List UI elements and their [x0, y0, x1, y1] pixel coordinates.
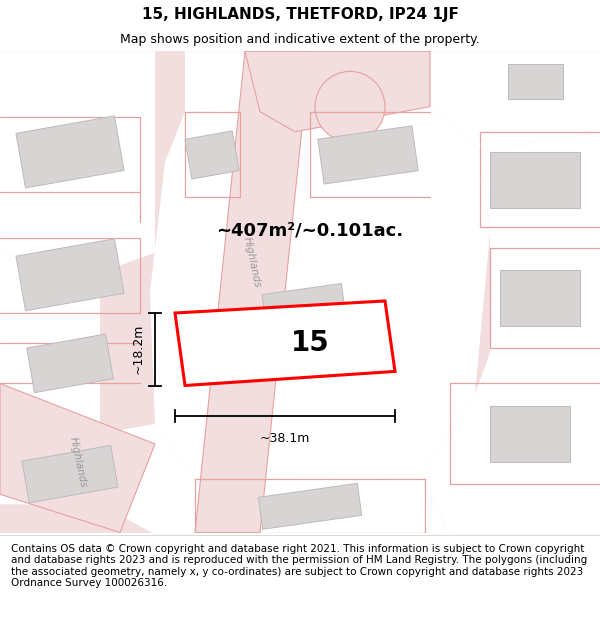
Polygon shape: [430, 51, 600, 152]
Polygon shape: [0, 51, 155, 272]
Polygon shape: [0, 253, 100, 504]
Text: 15: 15: [290, 329, 329, 357]
Polygon shape: [420, 353, 600, 534]
Polygon shape: [195, 51, 310, 532]
Polygon shape: [175, 301, 395, 386]
Polygon shape: [150, 107, 490, 479]
Text: 15, HIGHLANDS, THETFORD, IP24 1JF: 15, HIGHLANDS, THETFORD, IP24 1JF: [142, 7, 458, 22]
Polygon shape: [500, 270, 580, 326]
Polygon shape: [185, 51, 430, 112]
Polygon shape: [27, 334, 113, 392]
Polygon shape: [508, 64, 563, 99]
Text: ~38.1m: ~38.1m: [260, 432, 310, 445]
Text: Map shows position and indicative extent of the property.: Map shows position and indicative extent…: [120, 34, 480, 46]
Polygon shape: [318, 126, 418, 184]
Text: Highlands: Highlands: [242, 236, 262, 289]
Polygon shape: [258, 483, 362, 529]
Polygon shape: [490, 406, 570, 461]
Polygon shape: [262, 284, 348, 342]
Polygon shape: [0, 51, 600, 532]
Polygon shape: [22, 446, 118, 503]
Text: ~18.2m: ~18.2m: [132, 324, 145, 374]
Polygon shape: [245, 51, 430, 132]
Text: Highlands: Highlands: [68, 436, 88, 488]
Polygon shape: [185, 131, 239, 179]
Polygon shape: [16, 116, 124, 188]
Polygon shape: [16, 239, 124, 311]
Text: Contains OS data © Crown copyright and database right 2021. This information is : Contains OS data © Crown copyright and d…: [11, 544, 587, 588]
Polygon shape: [490, 152, 580, 208]
Polygon shape: [480, 132, 600, 353]
Text: ~407m²/~0.101ac.: ~407m²/~0.101ac.: [217, 221, 404, 239]
Circle shape: [315, 71, 385, 142]
Polygon shape: [0, 384, 155, 532]
Polygon shape: [100, 424, 450, 534]
